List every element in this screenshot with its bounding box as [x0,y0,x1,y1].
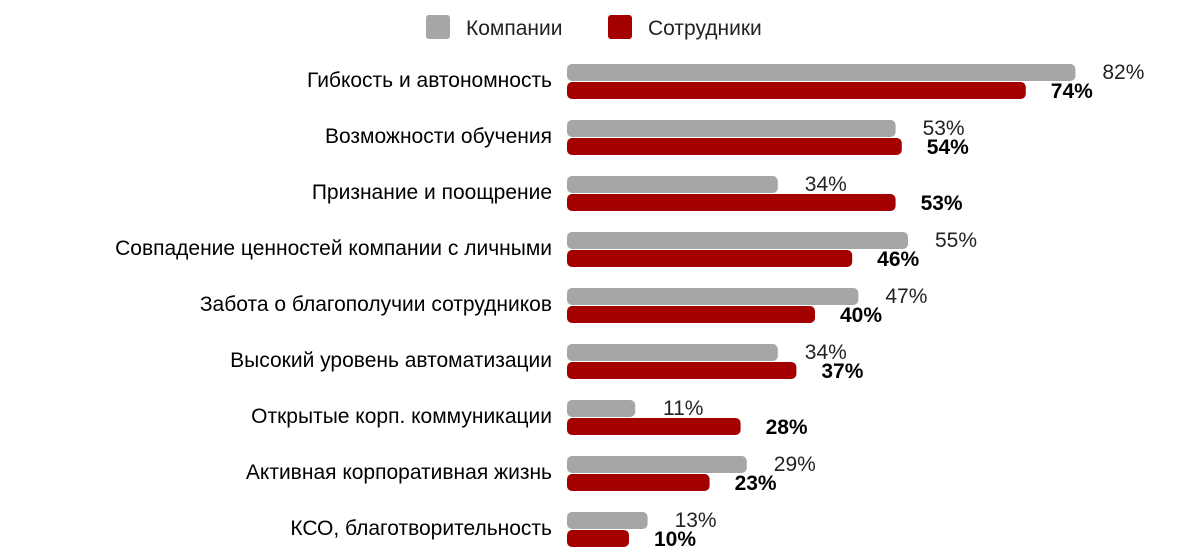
data-label-employees: 74% [1051,80,1093,103]
legend-label-companies: Компании [466,17,562,40]
bar-employees [567,194,896,211]
bar-employees [567,138,902,155]
data-label-companies: 29% [774,453,816,476]
bar-employees [567,250,853,267]
data-label-companies: 47% [885,285,927,308]
bar-companies [567,232,908,249]
bar-companies [567,176,778,193]
bar-companies [567,120,896,137]
category-label: Забота о благополучии сотрудников [200,293,552,316]
data-label-employees: 37% [821,360,863,383]
category-label: Гибкость и автономность [307,69,552,92]
category-row: Признание и поощрение 34% 53% [312,173,963,215]
data-label-companies: 34% [805,173,847,196]
data-label-employees: 40% [840,304,882,327]
legend-label-employees: Сотрудники [648,17,762,40]
data-label-companies: 55% [935,229,977,252]
category-row: Открытые корп. коммуникации 11% 28% [251,397,808,439]
data-label-employees: 53% [921,192,963,215]
category-row: Гибкость и автономность 82% 74% [307,61,1144,103]
bar-companies [567,344,778,361]
category-label: Открытые корп. коммуникации [251,405,552,428]
category-label: Активная корпоративная жизнь [246,461,552,484]
category-label: Высокий уровень автоматизации [230,349,552,372]
bar-companies [567,288,859,305]
bar-companies [567,512,648,529]
data-label-employees: 46% [877,248,919,271]
legend-swatch-employees [608,15,632,39]
bar-employees [567,530,629,547]
category-label: Совпадение ценностей компании с личными [115,237,552,260]
data-label-employees: 23% [735,472,777,495]
bar-employees [567,418,741,435]
legend: Компании Сотрудники [426,15,762,40]
category-row: Совпадение ценностей компании с личными 5… [115,229,977,271]
category-row: КСО, благотворительность 13%10% [290,509,716,551]
data-label-companies: 82% [1102,61,1144,84]
category-row: Активная корпоративная жизнь 29%23% [246,453,816,495]
bar-employees [567,362,797,379]
data-label-companies: 11% [663,397,703,420]
category-row: Возможности обучения 53%54% [325,117,969,159]
data-label-companies: 13% [675,509,717,532]
bar-employees [567,306,815,323]
category-label: Возможности обучения [325,125,552,148]
bar-employees [567,82,1026,99]
bar-employees [567,474,710,491]
bar-companies [567,400,636,417]
bar-companies [567,456,747,473]
category-label: КСО, благотворительность [290,517,552,540]
category-row: Забота о благополучии сотрудников 47%40% [200,285,928,327]
legend-swatch-companies [426,15,450,39]
data-label-employees: 10% [654,528,696,551]
category-row: Высокий уровень автоматизации 34%37% [230,341,864,383]
plot-area: Гибкость и автономность 82% 74% Возможности… [115,61,1144,551]
category-label: Признание и поощрение [312,181,552,204]
data-label-companies: 34% [805,341,847,364]
data-label-employees: 28% [766,416,808,439]
bar-companies [567,64,1076,81]
data-label-employees: 54% [927,136,969,159]
data-label-companies: 53% [923,117,965,140]
